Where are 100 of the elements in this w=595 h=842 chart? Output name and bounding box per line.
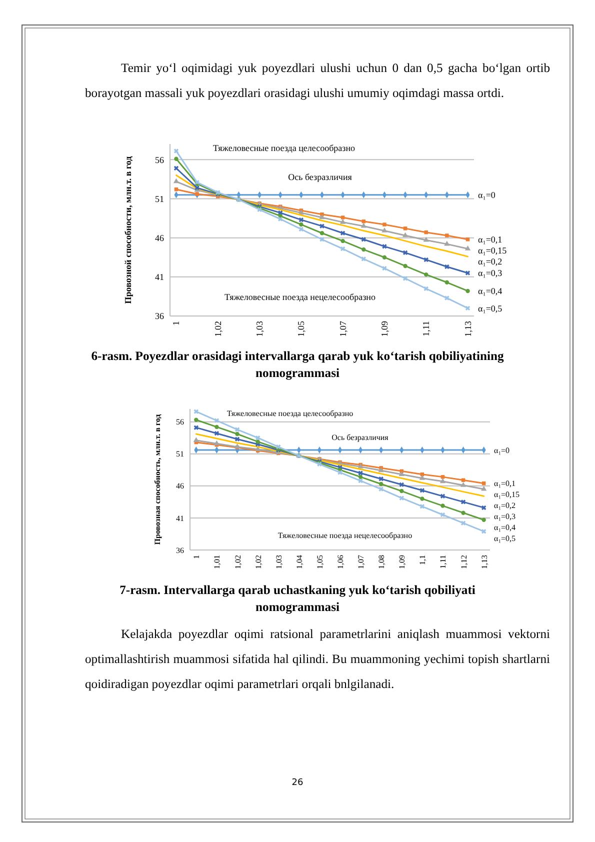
- x-tick-label: 1,07: [338, 320, 348, 337]
- y-tick-label: 36: [155, 311, 164, 322]
- point: [195, 192, 199, 196]
- x-tick-label: 1,05: [296, 320, 306, 337]
- point: [466, 238, 470, 242]
- point: [361, 237, 366, 242]
- x-tick-label: 1,05: [315, 555, 324, 569]
- series-label: α₁=0,1: [494, 479, 516, 488]
- point: [378, 482, 384, 486]
- y-tick-label: 51: [155, 194, 164, 204]
- point: [235, 432, 240, 436]
- point: [465, 306, 470, 311]
- text: Kelajakda poyezdlar oqimi ratsional parametrlarini aniqlash muammosi vektorni optimallashtirish muammosi sifatida hal qilindi. Bu muammoning yechimi topish shartlarni qoidiradigan poyezdlar oqimi parametrlari orqali bnlgilanadi.: [85, 626, 550, 693]
- text: 26: [290, 778, 304, 788]
- x-tick-label: 1,03: [254, 320, 265, 337]
- y-tick-label: 51: [176, 450, 184, 459]
- point: [402, 276, 408, 281]
- point: [444, 280, 450, 284]
- point: [338, 470, 342, 475]
- point: [440, 512, 446, 518]
- point: [440, 504, 445, 508]
- point: [358, 474, 363, 480]
- point: [340, 216, 345, 220]
- x-tick-label: 1,13: [462, 320, 473, 337]
- point: [481, 505, 486, 510]
- x-tick-label: 1,09: [398, 555, 407, 569]
- point: [194, 418, 198, 422]
- x-tick-label: 1,08: [377, 555, 386, 569]
- point: [382, 255, 387, 260]
- point: [460, 482, 466, 487]
- point: [424, 286, 428, 292]
- series-label: α₁=0,5: [494, 534, 516, 544]
- point: [403, 264, 408, 268]
- series-label: α₁=0,3: [494, 512, 516, 522]
- point: [234, 436, 240, 442]
- series-label: α₁=0,5: [478, 303, 503, 314]
- point: [276, 444, 281, 450]
- point: [464, 245, 471, 250]
- x-tick-label: 1,06: [336, 555, 345, 569]
- point: [382, 244, 387, 249]
- y-tick-label: 46: [176, 482, 184, 491]
- text: Temir yo‘l oqimidagi yuk poyezdlari ulushi uchun 0 dan 0,5 gacha bo‘lgan ortib borayotgan massali yuk poyezdlari orasidagi ulushi umumiy oqimdagi massa ortdi.: [85, 60, 550, 102]
- annotation: Тяжеловесные поезда нецелесообразно: [224, 292, 376, 302]
- y-axis-title: Провозная способность, млн.т. в год: [153, 414, 162, 545]
- point: [255, 435, 260, 440]
- x-tick-label: 1,13: [480, 555, 489, 569]
- point: [214, 424, 219, 430]
- point: [194, 425, 199, 430]
- annotation: Ось безразличия: [332, 433, 389, 442]
- x-tick-label: 1,11: [438, 555, 448, 569]
- series-label: α₁=0,4: [494, 523, 516, 532]
- series-label: α₁=0,15: [478, 246, 508, 256]
- point: [340, 230, 346, 236]
- point: [194, 409, 199, 414]
- y-tick-label: 56: [155, 154, 164, 165]
- point: [320, 224, 324, 228]
- point: [423, 236, 429, 242]
- point: [399, 496, 404, 500]
- point: [399, 482, 404, 487]
- point: [440, 475, 445, 479]
- annotation: Тяжеловесные поезда целесообразно: [226, 409, 354, 418]
- point: [298, 217, 304, 222]
- point: [340, 218, 346, 224]
- point: [444, 264, 450, 270]
- point: [398, 471, 404, 476]
- point: [174, 166, 179, 171]
- point: [424, 272, 428, 277]
- x-tick-label: 1,02: [254, 555, 263, 569]
- x-tick-label: 1,02: [233, 555, 242, 569]
- point: [444, 296, 450, 300]
- point: [466, 288, 470, 294]
- series-label: α₁=0,4: [478, 286, 503, 296]
- point: [420, 496, 424, 501]
- series-label: α₁=0,3: [478, 268, 503, 278]
- y-tick-label: 41: [155, 272, 164, 282]
- point: [402, 250, 408, 256]
- point: [424, 230, 428, 234]
- point: [481, 529, 486, 534]
- annotation: Тяжеловесные поезда целесообразно: [212, 143, 356, 153]
- point: [256, 440, 260, 444]
- point: [320, 231, 324, 236]
- point: [320, 237, 324, 242]
- point: [378, 476, 384, 482]
- point: [402, 232, 408, 238]
- text: 7-rasm. Intervallarga qarab uchastkaning yuk ko‘tarish qobiliyati nomogrammasi: [118, 582, 476, 616]
- point: [400, 488, 404, 494]
- point: [340, 238, 345, 244]
- point: [420, 488, 425, 493]
- point: [445, 234, 449, 238]
- x-tick-label: 1,09: [379, 320, 390, 337]
- point: [362, 220, 366, 224]
- series-label: α₁=0,2: [494, 501, 516, 510]
- point: [382, 222, 386, 226]
- x-tick-label: 1: [171, 321, 182, 326]
- point: [214, 430, 220, 436]
- point: [362, 247, 366, 252]
- y-tick-label: 36: [176, 546, 184, 555]
- point: [358, 478, 363, 484]
- point: [174, 156, 178, 161]
- point: [460, 500, 466, 504]
